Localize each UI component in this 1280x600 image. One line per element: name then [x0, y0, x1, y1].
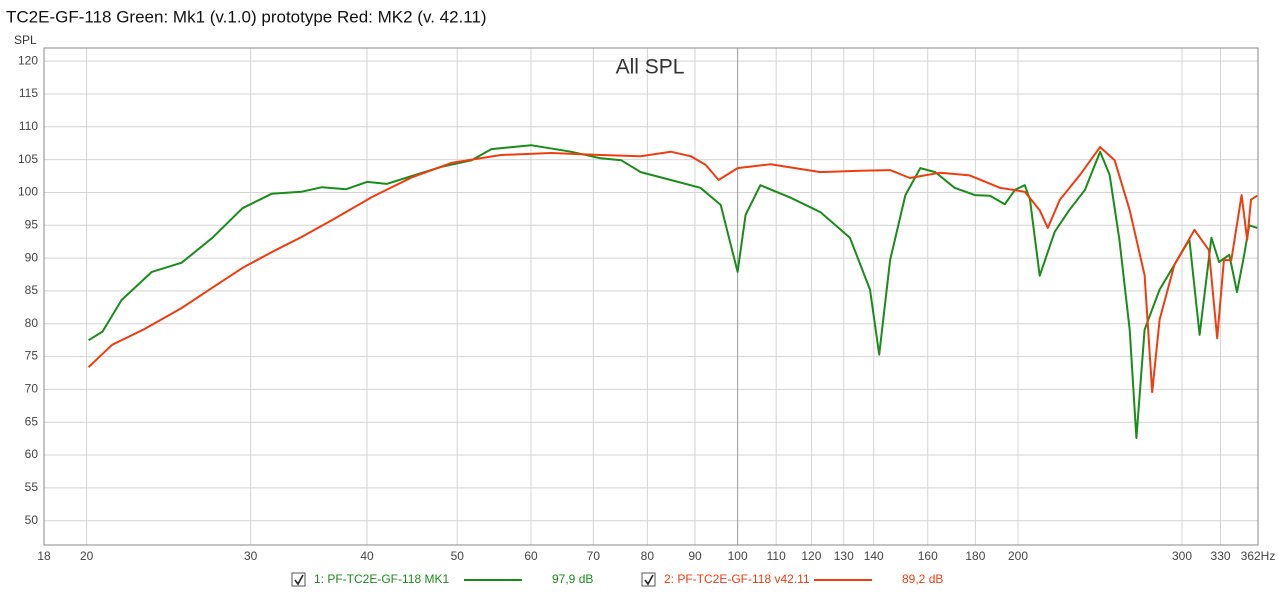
y-tick-label: 90 [25, 250, 39, 264]
x-tick-label: 160 [918, 549, 938, 563]
legend-level: 97,9 dB [552, 572, 593, 586]
x-tick-label: 50 [451, 549, 465, 563]
legend-label: 2: PF-TC2E-GF-118 v42.11 [664, 572, 810, 586]
x-tick-label: 330 [1211, 549, 1231, 563]
x-tick-label: 130 [834, 549, 854, 563]
y-tick-label: 80 [25, 316, 39, 330]
legend: 1: PF-TC2E-GF-118 MK1 97,9 dB 2: PF-TC2E-G… [291, 572, 943, 587]
checkbox-check [294, 574, 304, 586]
chart-title: TC2E-GF-118 Green: Mk1 (v.1.0) prototype… [6, 7, 487, 26]
x-tick-label: 200 [1008, 549, 1028, 563]
x-tick-label: 18 [37, 549, 51, 563]
x-tick-label: 100 [728, 549, 748, 563]
x-tick-label: 362Hz [1241, 549, 1276, 563]
x-tick-label: 20 [80, 549, 94, 563]
y-tick-label: 95 [25, 217, 39, 231]
annotation: All SPL [616, 56, 685, 79]
checkbox-check [644, 574, 654, 586]
x-tick-label: 60 [524, 549, 538, 563]
x-tick-label: 30 [244, 549, 258, 563]
series-line [88, 144, 1258, 439]
y-tick-label: 115 [19, 86, 38, 100]
x-tick-label: 40 [360, 549, 374, 563]
x-tick-label: 90 [688, 549, 702, 563]
x-tick-label: 180 [965, 549, 985, 563]
series-line [87, 146, 1258, 393]
legend-label: 1: PF-TC2E-GF-118 MK1 [314, 572, 449, 586]
grid: 50 55 60 65 70 75 80 85 90 95 100 105 110 115 120 18 20 3… [18, 48, 1275, 563]
x-tick-label: 70 [587, 549, 601, 563]
y-tick-label: 75 [25, 349, 39, 363]
x-tick-label: 110 [767, 549, 786, 563]
x-tick-label: 300 [1172, 549, 1192, 563]
x-tick-label: 120 [801, 549, 821, 563]
y-tick-label: 110 [19, 119, 38, 133]
plot-frame [43, 47, 1259, 546]
y-tick-label: 120 [18, 53, 38, 67]
y-tick-label: 60 [25, 447, 39, 461]
y-tick-label: 50 [25, 513, 39, 527]
y-tick-label: 65 [25, 414, 39, 428]
y-tick-label: 105 [18, 152, 38, 166]
x-tick-label: 140 [864, 549, 884, 563]
y-axis-label: SPL [14, 33, 37, 47]
y-tick-label: 100 [18, 185, 38, 199]
legend-level: 89,2 dB [902, 572, 943, 586]
x-tick-label: 80 [641, 549, 655, 563]
y-tick-label: 55 [25, 480, 39, 494]
y-tick-label: 85 [25, 283, 39, 297]
plot-area [87, 144, 1258, 439]
y-tick-label: 70 [25, 382, 39, 396]
